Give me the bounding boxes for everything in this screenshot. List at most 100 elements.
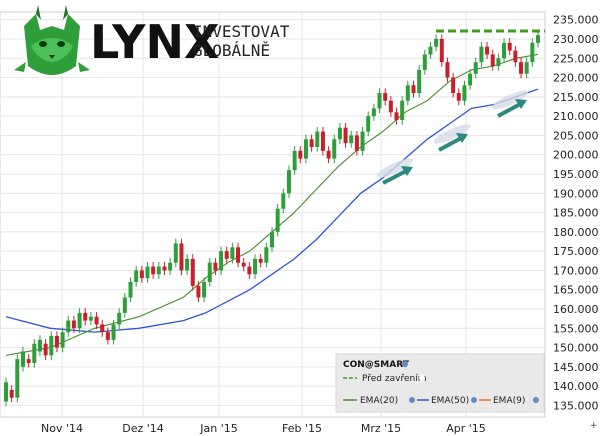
y-tick-label: 190.000 [553,187,599,200]
candle-body [49,336,54,356]
y-tick-label: 140.000 [553,380,599,393]
candle-body [428,46,433,55]
candle-body [530,42,535,63]
y-tick-label: 195.000 [553,168,599,181]
candle-body [462,85,467,101]
candlesticks [4,30,540,407]
candle-body [320,131,325,151]
y-tick-label: 225.000 [553,52,599,65]
candle-body [236,247,241,263]
chart-legend: CON@SMART Před zavřením EMA(20) EMA(50) … [335,353,545,413]
candle-body [128,282,133,298]
candle-body [445,62,450,78]
candle-body [134,270,139,282]
x-tick-label: Nov '14 [41,422,83,435]
y-tick-label: 185.000 [553,207,599,220]
candle-body [230,247,235,259]
scroll-right-icon[interactable]: + [590,421,598,431]
y-tick-label: 230.000 [553,33,599,46]
x-tick-label: Apr '15 [446,422,486,435]
candle-body [15,359,20,398]
candle-body [485,46,490,55]
candle-body [360,131,365,151]
candle-body [343,127,348,144]
lynx-logo: LYNX INVESTOVAT GLOBÁLNĚ [14,5,290,75]
candle-body [122,297,127,313]
candle-body [179,243,184,271]
candle-body [83,312,88,321]
candle-body [219,251,224,271]
y-axis-labels: 135.000 140.000 145.000 150.000 155.000 160.0… [553,14,599,413]
candle-body [298,150,303,159]
trend-arrow-icon [433,124,471,152]
info-icon[interactable] [409,397,415,403]
brand-tagline-line2: GLOBÁLNĚ [193,41,270,60]
candle-body [162,266,167,271]
candle-body [207,262,212,282]
y-tick-label: 165.000 [553,284,599,297]
candle-body [439,39,444,63]
candle-body [105,332,110,340]
trend-arrow-icon [376,158,414,185]
candle-body [88,316,93,321]
y-tick-label: 145.000 [553,361,599,374]
candle-body [366,116,371,132]
candle-body [241,262,246,267]
candle-body [354,135,359,151]
brand-tagline-line1: INVESTOVAT [193,22,290,41]
candle-body [422,54,427,70]
candle-body [434,39,439,47]
candle-body [43,343,48,356]
x-tick-label: Jan '15 [199,422,237,435]
candle-body [202,282,207,298]
legend-source: CON@SMART [343,360,410,370]
candle-body [371,108,376,117]
candle-body [77,312,82,329]
candle-body [37,339,42,352]
candle-body [536,35,540,43]
candle-body [405,85,410,101]
info-icon[interactable] [471,397,477,403]
y-tick-label: 220.000 [553,72,599,85]
candle-body [94,316,99,325]
candle-body [213,262,218,271]
candle-body [349,135,354,144]
candle-body [66,320,71,333]
candle-body [20,351,25,367]
y-tick-label: 150.000 [553,342,599,355]
info-icon[interactable] [402,361,408,367]
candle-body [388,100,393,113]
candle-body [496,58,501,66]
candle-body [60,332,65,348]
x-tick-label: Mrz '15 [361,422,401,435]
candle-body [411,85,416,93]
info-icon[interactable] [533,397,539,403]
legend-ema9-label: EMA(9) [493,396,525,406]
y-tick-label: 135.000 [553,399,599,412]
candle-body [168,262,173,271]
candle-body [309,139,314,147]
candle-body [258,258,263,263]
candle-body [270,231,274,248]
candle-body [315,131,320,147]
candle-body [281,193,286,209]
candle-body [337,127,342,140]
candle-body [507,42,512,51]
candle-body [173,243,178,263]
candle-body [100,324,105,333]
y-tick-label: 205.000 [553,129,599,142]
y-tick-label: 235.000 [553,14,599,27]
candle-body [383,93,388,101]
candle-body [303,139,308,159]
candle-body [71,320,76,329]
candle-body [190,258,195,286]
y-tick-label: 215.000 [553,91,599,104]
candle-body [456,93,461,101]
lynx-head-icon [14,5,90,75]
candle-body [468,73,473,86]
info-icon[interactable] [419,375,425,381]
y-tick-label: 155.000 [553,322,599,335]
legend-box [335,353,545,413]
candle-body [519,62,524,74]
